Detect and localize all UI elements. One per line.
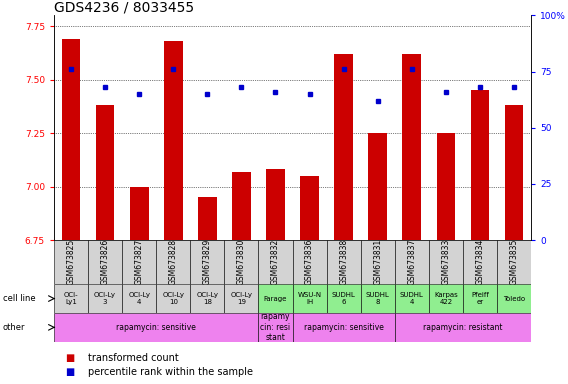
Bar bbox=[395, 284, 429, 313]
Bar bbox=[54, 284, 88, 313]
Bar bbox=[61, 39, 81, 240]
Bar bbox=[327, 284, 361, 313]
Bar bbox=[258, 313, 293, 342]
Bar bbox=[395, 240, 429, 284]
Bar bbox=[190, 284, 224, 313]
Bar bbox=[429, 284, 463, 313]
Bar bbox=[361, 240, 395, 284]
Bar bbox=[164, 41, 183, 240]
Bar bbox=[88, 240, 122, 284]
Text: cell line: cell line bbox=[3, 294, 35, 303]
Bar bbox=[266, 169, 285, 240]
Text: GSM673832: GSM673832 bbox=[271, 239, 280, 285]
Text: Karpas
422: Karpas 422 bbox=[434, 292, 458, 305]
Text: OCI-Ly
10: OCI-Ly 10 bbox=[162, 292, 184, 305]
Bar bbox=[293, 313, 395, 342]
Bar bbox=[471, 90, 490, 240]
Text: transformed count: transformed count bbox=[88, 353, 179, 363]
Bar bbox=[395, 313, 531, 342]
Text: Toledo: Toledo bbox=[503, 296, 525, 301]
Text: GDS4236 / 8033455: GDS4236 / 8033455 bbox=[54, 0, 194, 14]
Text: ■: ■ bbox=[65, 366, 74, 377]
Text: OCI-Ly
3: OCI-Ly 3 bbox=[94, 292, 116, 305]
Text: rapamy
cin: resi
stant: rapamy cin: resi stant bbox=[260, 313, 291, 342]
Bar bbox=[293, 240, 327, 284]
Text: GSM673833: GSM673833 bbox=[441, 239, 450, 285]
Text: GSM673825: GSM673825 bbox=[66, 239, 76, 285]
Text: GSM673835: GSM673835 bbox=[509, 239, 519, 285]
Bar bbox=[361, 284, 395, 313]
Text: other: other bbox=[3, 323, 26, 332]
Text: GSM673838: GSM673838 bbox=[339, 239, 348, 285]
Text: SUDHL
4: SUDHL 4 bbox=[400, 292, 424, 305]
Bar bbox=[258, 240, 293, 284]
Bar bbox=[369, 133, 387, 240]
Bar bbox=[463, 240, 497, 284]
Bar bbox=[54, 313, 258, 342]
Text: GSM673828: GSM673828 bbox=[169, 239, 178, 285]
Bar bbox=[156, 240, 190, 284]
Text: rapamycin: sensitive: rapamycin: sensitive bbox=[304, 323, 383, 332]
Bar bbox=[198, 197, 217, 240]
Bar bbox=[122, 284, 156, 313]
Bar bbox=[497, 240, 531, 284]
Bar bbox=[224, 284, 258, 313]
Bar bbox=[54, 240, 88, 284]
Text: OCI-Ly
18: OCI-Ly 18 bbox=[197, 292, 218, 305]
Text: WSU-N
IH: WSU-N IH bbox=[298, 292, 321, 305]
Bar bbox=[497, 284, 531, 313]
Bar bbox=[156, 284, 190, 313]
Text: GSM673827: GSM673827 bbox=[135, 239, 144, 285]
Bar bbox=[95, 105, 115, 240]
Bar bbox=[88, 284, 122, 313]
Bar bbox=[327, 240, 361, 284]
Text: rapamycin: sensitive: rapamycin: sensitive bbox=[116, 323, 196, 332]
Text: GSM673830: GSM673830 bbox=[237, 239, 246, 285]
Text: OCI-Ly
19: OCI-Ly 19 bbox=[231, 292, 252, 305]
Text: rapamycin: resistant: rapamycin: resistant bbox=[423, 323, 503, 332]
Bar bbox=[300, 176, 319, 240]
Bar bbox=[429, 240, 463, 284]
Text: GSM673837: GSM673837 bbox=[407, 239, 416, 285]
Text: percentile rank within the sample: percentile rank within the sample bbox=[88, 366, 253, 377]
Text: GSM673826: GSM673826 bbox=[101, 239, 110, 285]
Bar bbox=[403, 54, 421, 240]
Bar bbox=[463, 284, 497, 313]
Text: ■: ■ bbox=[65, 353, 74, 363]
Text: OCI-Ly
4: OCI-Ly 4 bbox=[128, 292, 150, 305]
Text: OCI-
Ly1: OCI- Ly1 bbox=[64, 292, 78, 305]
Text: Pfeiff
er: Pfeiff er bbox=[471, 292, 489, 305]
Bar bbox=[232, 172, 251, 240]
Bar bbox=[334, 54, 353, 240]
Text: GSM673834: GSM673834 bbox=[475, 239, 485, 285]
Text: GSM673829: GSM673829 bbox=[203, 239, 212, 285]
Text: SUDHL
6: SUDHL 6 bbox=[332, 292, 356, 305]
Text: Farage: Farage bbox=[264, 296, 287, 301]
Bar bbox=[437, 133, 456, 240]
Bar bbox=[293, 284, 327, 313]
Text: GSM673831: GSM673831 bbox=[373, 239, 382, 285]
Bar bbox=[224, 240, 258, 284]
Bar bbox=[505, 105, 524, 240]
Text: GSM673836: GSM673836 bbox=[305, 239, 314, 285]
Bar bbox=[122, 240, 156, 284]
Bar bbox=[258, 284, 293, 313]
Text: SUDHL
8: SUDHL 8 bbox=[366, 292, 390, 305]
Bar bbox=[190, 240, 224, 284]
Bar bbox=[130, 187, 149, 240]
